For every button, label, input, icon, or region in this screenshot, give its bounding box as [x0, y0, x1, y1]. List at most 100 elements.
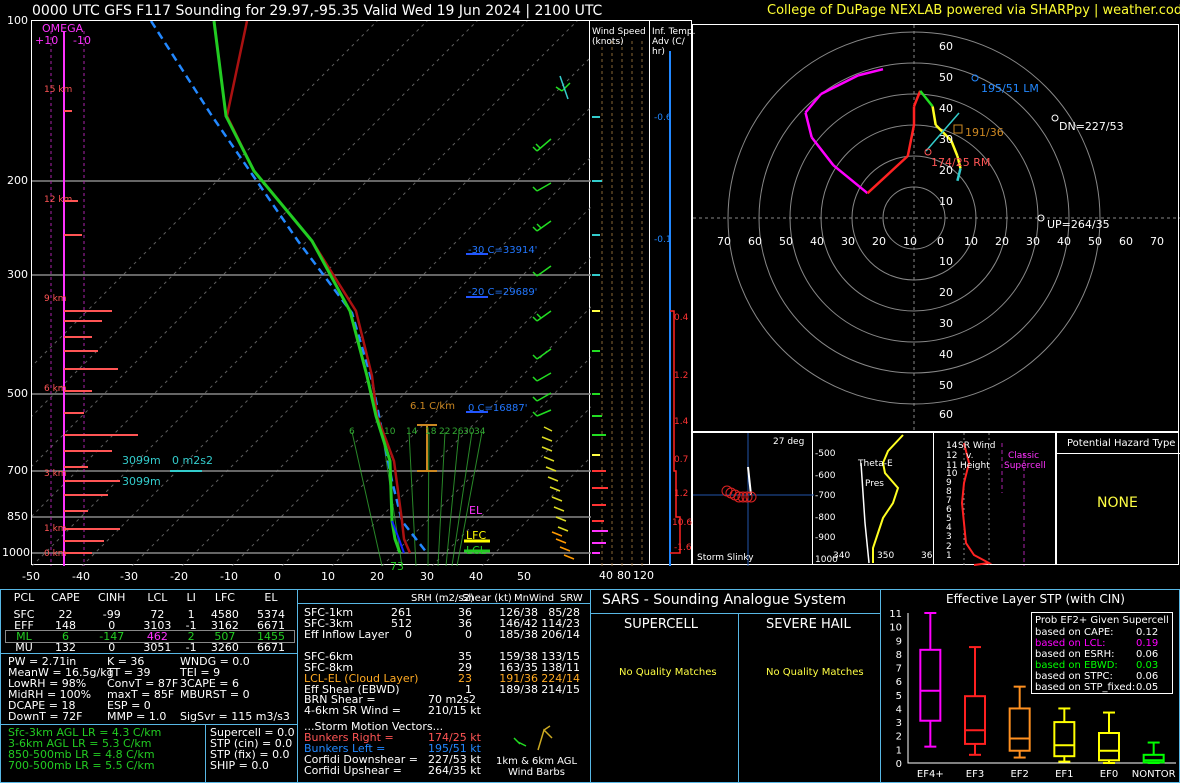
inflow-srh-label: 0 m2s2: [172, 454, 213, 467]
hodo-ring-60: 60: [939, 40, 953, 53]
kin-row-label: Eff Shear (EBWD): [304, 683, 400, 696]
sars-hail: SEVERE HAIL: [766, 617, 851, 632]
omega-tick-minus: -10: [73, 34, 91, 47]
parcel-el: 6671: [256, 641, 285, 654]
mixing-ratio-34: 34: [474, 427, 486, 437]
stp-category-label: EF1: [1055, 769, 1073, 780]
height-label-0: 0 km: [44, 549, 67, 559]
kin-cell: 261: [391, 606, 412, 619]
stp-category-label: EF4+: [917, 769, 944, 780]
kin-cell: 214/15: [541, 683, 580, 696]
parcel-lfc: 4580: [210, 608, 239, 621]
table-row-selected[interactable]: ML 6 -147 462 2 507 1455: [5, 630, 295, 643]
hodo-x-30r: 30: [1026, 235, 1040, 248]
hodo-mean-label: 191/36: [965, 126, 1004, 139]
temp-adv-label-2: Adv (C/: [652, 37, 685, 47]
hodo-lm-label: 195/51 LM: [981, 82, 1039, 95]
stp-legend-label: based on LCL:: [1035, 638, 1106, 649]
stp-ytick: 7: [896, 664, 902, 675]
temp-label-m40: -40: [72, 570, 90, 583]
sars-supercell: SUPERCELL: [624, 617, 698, 632]
kin-cell: 206/14: [541, 628, 580, 641]
temp-adv-value-4: 1.2: [674, 371, 689, 381]
height-label-12: 12 km: [44, 195, 73, 205]
c30-label: -30 C=33914': [468, 245, 538, 256]
index-maxt: maxT = 85F: [107, 688, 175, 701]
motion-cu-value: 264/35 kt: [428, 764, 481, 777]
temp-adv-value-3: 0.4: [674, 313, 689, 323]
hodograph-segment: [934, 124, 953, 142]
sars-title: SARS - Sounding Analogue System: [602, 592, 846, 608]
hodograph-segment: [832, 164, 869, 195]
wind-speed-unit: (knots): [592, 37, 624, 47]
srwind-ytick-8: 8: [946, 487, 952, 497]
mixing-ratio-26: 26: [452, 427, 464, 437]
hodograph-panel: 60 50 40 30 20 10 10 20 30 40 50 60 70 6…: [692, 24, 1180, 433]
pressure-label-1000: 1000: [2, 546, 30, 559]
theta-label-500: -500: [815, 449, 836, 459]
hodo-ring-50-down: 50: [939, 379, 953, 392]
kin-cell: 138/11: [541, 661, 580, 674]
storm-slinky-plot: [693, 433, 814, 566]
temp-adv-value-8: 10.6: [672, 518, 693, 528]
kin-cell: 36: [458, 606, 472, 619]
parcel-header-pcl: PCL: [13, 591, 35, 604]
srwind-ytick-10: 10: [946, 469, 958, 479]
srwind-ytick-6: 6: [946, 505, 952, 515]
hodo-x-50r: 50: [1088, 235, 1102, 248]
srwind-ytick-4: 4: [946, 523, 952, 533]
parcel-li: 2: [187, 630, 195, 643]
kin-row-label: LCL-EL (Cloud Layer): [304, 672, 419, 685]
temp-adv-plot: [669, 51, 681, 566]
parcel-lcl: 3103: [143, 619, 172, 632]
hodo-x-40l: 40: [810, 235, 824, 248]
hodo-x-10l: 10: [903, 235, 917, 248]
srwind-ytick-3: 3: [946, 532, 952, 542]
index-tei: TEI = 9: [180, 666, 221, 679]
height-label-15: 15 km: [44, 85, 73, 95]
theta-label-1000: 1000: [815, 555, 838, 565]
hodograph-segment: [820, 74, 859, 96]
hodo-up-label: UP=264/35: [1047, 218, 1110, 231]
hodograph-segment: [956, 168, 962, 182]
motion-bl-label: Bunkers Left =: [304, 742, 386, 755]
parcel-header-cinh: CINH: [98, 591, 126, 604]
temp-adv-panel: Inf. Temp. Adv (C/ hr) -0.6 -0.1 0.4 1.2…: [650, 20, 695, 566]
omega-tick-plus: +10: [35, 34, 59, 47]
srwind-ytick-14: 14: [946, 441, 958, 451]
skewt-panel: 100 200 300 500 700 850 1000 OMEGA +10 -…: [2, 15, 591, 573]
el-label: EL: [469, 504, 483, 517]
height-label-6: 6 km: [44, 384, 67, 394]
stp-legend-label: based on ESRH:: [1035, 649, 1115, 660]
srwind-ytick-7: 7: [946, 496, 952, 506]
wind-barbs-icon: [513, 725, 553, 751]
lapse-label: 6.1 C/km: [410, 401, 455, 412]
mixing-ratio-30: 30: [463, 427, 475, 437]
temp-label-m10: -10: [220, 570, 238, 583]
parcel-name: SFC: [13, 608, 35, 621]
hodo-x-70l: 70: [717, 235, 731, 248]
parcel-header-cape: CAPE: [51, 591, 80, 604]
parcel-el: 6671: [256, 619, 285, 632]
hodo-ring-60-down: 60: [939, 408, 953, 421]
index-k: K = 36: [107, 655, 145, 668]
stp-ytick: 9: [896, 636, 902, 647]
kin-row-label: SFC-8km: [304, 661, 354, 674]
srwind46-label: 4-6km SR Wind =: [304, 704, 402, 717]
index-wndg: WNDG = 0.0: [180, 655, 250, 668]
kin-cell: 85/28: [548, 606, 580, 619]
hodograph-segment: [866, 155, 909, 195]
motion-br-value: 174/25 kt: [428, 731, 481, 744]
kin-cell: 185/38: [499, 628, 538, 641]
stp-ytick: 6: [896, 677, 902, 688]
hodo-ring-50: 50: [939, 71, 953, 84]
hodo-x-50l: 50: [779, 235, 793, 248]
parcel-el: 5374: [256, 608, 285, 621]
pressure-label-700: 700: [7, 464, 28, 477]
parcel-name: EFF: [14, 619, 34, 632]
parcel-lfc: 3162: [210, 619, 239, 632]
motion-cd-label: Corfidi Downshear =: [304, 753, 419, 766]
hodo-ring-40-down: 40: [939, 348, 953, 361]
temp-label-m50: -50: [22, 570, 40, 583]
mixing-ratio-14: 14: [406, 427, 418, 437]
